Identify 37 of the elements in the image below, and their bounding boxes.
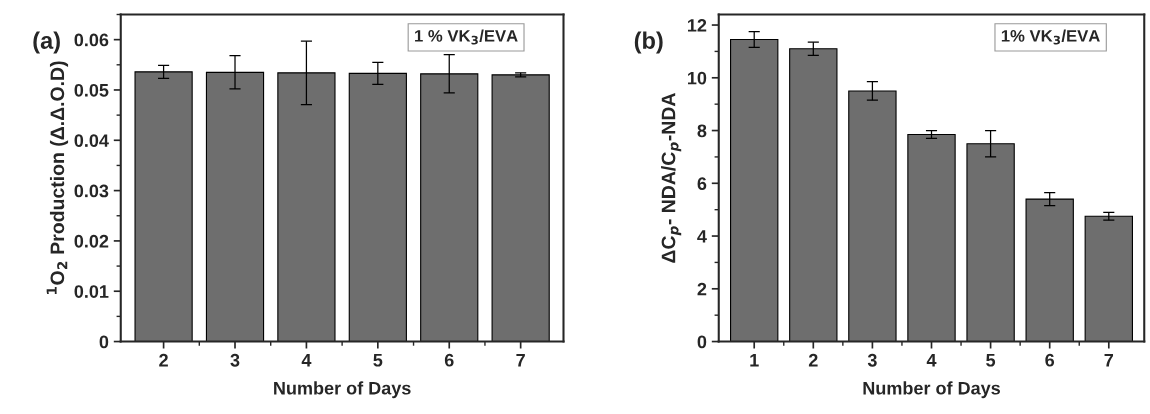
y-tick-label: 6 <box>697 177 707 191</box>
x-axis-title: Number of Days <box>274 381 411 399</box>
bar <box>907 133 956 342</box>
text: (a) <box>33 31 60 54</box>
text: (b) <box>634 31 663 54</box>
y-tick-label: 0.06 <box>74 33 109 47</box>
y-tick-label: 12 <box>688 18 707 32</box>
x-tick-label: 1 <box>750 354 759 367</box>
y-axis-title: $^{1}$O$_{2}$ Production (Δ.Δ.O.D) <box>46 61 69 294</box>
y-tick-label: 0 <box>697 335 707 349</box>
bar <box>1084 215 1133 342</box>
x-tick-label: 6 <box>1045 353 1055 367</box>
x-tick-label: 4 <box>301 354 312 367</box>
x-tick-label: 6 <box>444 353 454 367</box>
y-tick-label: 0.01 <box>74 285 109 298</box>
annotation: 1% VK$_{3}$/EVA <box>1001 29 1100 45</box>
x-tick-label: 3 <box>867 353 877 367</box>
x-axis-title: Number of Days <box>863 381 1000 399</box>
y-tick-label: 10 <box>688 71 707 85</box>
y-tick-label: 0.04 <box>74 134 109 147</box>
x-tick-label: 7 <box>1104 354 1114 367</box>
x-tick-label: 5 <box>373 354 383 367</box>
annotation: 1 % VK$_{3}$/EVA <box>415 29 518 45</box>
x-tick-label: 2 <box>808 353 818 367</box>
x-tick-label: 7 <box>516 354 525 367</box>
x-tick-label: 2 <box>159 353 168 367</box>
x-tick-label: 4 <box>926 354 937 367</box>
y-axis-title: ΔC$_{p}$- NDA/C$_{p}$-NDA <box>661 93 682 263</box>
y-tick-label: 2 <box>697 282 707 296</box>
y-tick-label: 0.05 <box>74 83 109 97</box>
y-tick-label: 0.02 <box>74 234 109 248</box>
y-tick-label: 0.03 <box>74 184 109 198</box>
x-tick-label: 3 <box>230 353 240 367</box>
y-tick-label: 8 <box>697 124 707 138</box>
y-tick-label: 4 <box>697 230 707 243</box>
y-tick-label: 0 <box>99 335 109 349</box>
x-tick-label: 5 <box>986 354 996 367</box>
